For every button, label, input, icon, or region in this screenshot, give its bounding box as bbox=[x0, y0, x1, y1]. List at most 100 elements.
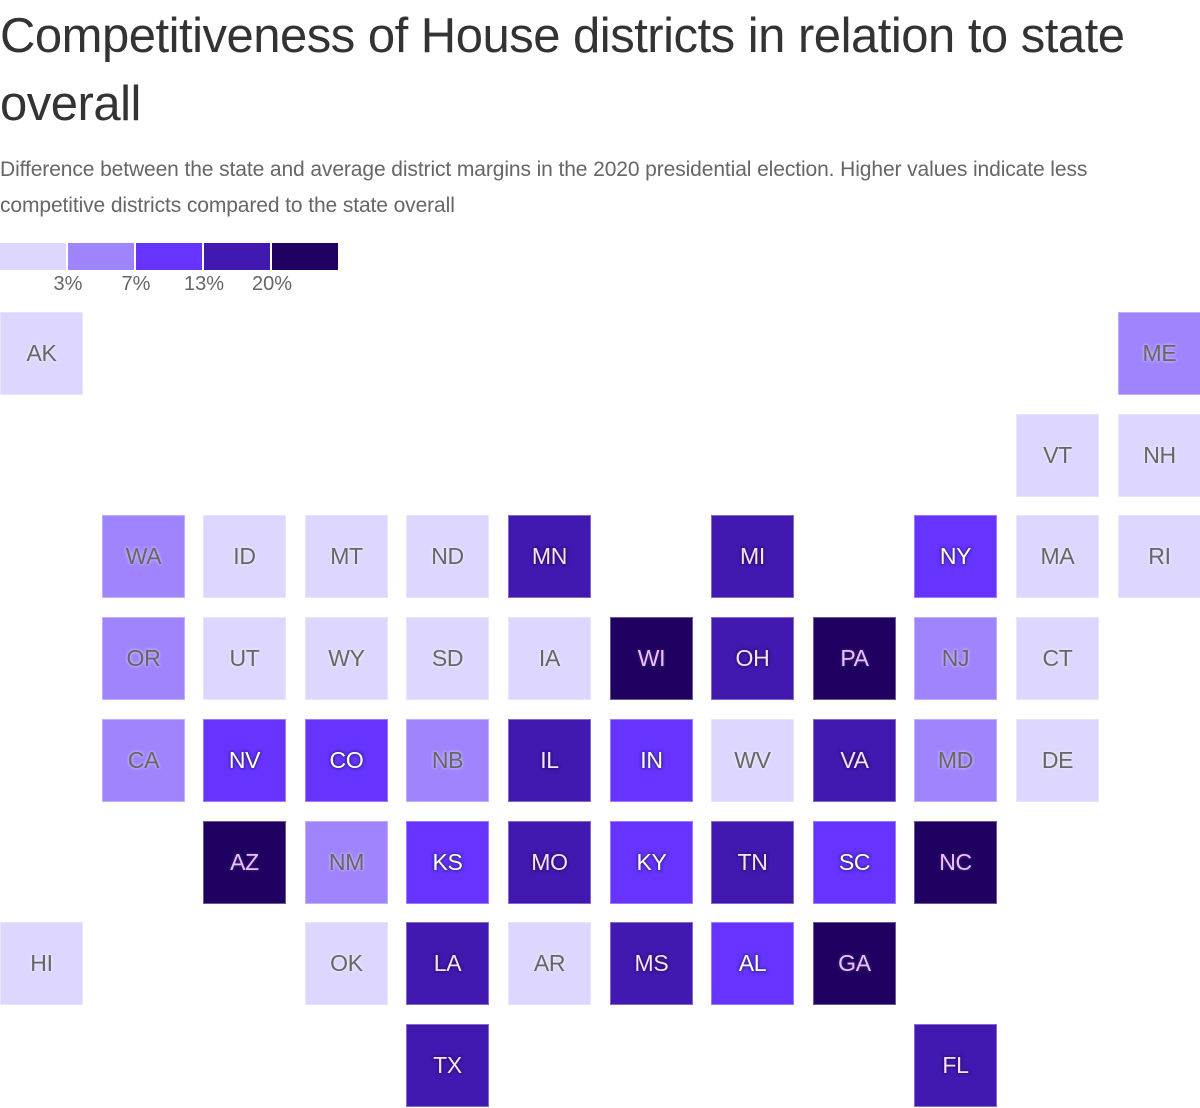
state-tile-label: ID bbox=[233, 543, 256, 569]
state-tile-label: NY bbox=[939, 543, 972, 569]
state-tile-label: OR bbox=[126, 645, 161, 671]
state-tile-az[interactable]: AZ bbox=[203, 821, 286, 904]
state-tile-label: ND bbox=[431, 543, 464, 569]
state-tile-nj[interactable]: NJ bbox=[914, 617, 997, 700]
state-tile-sc[interactable]: SC bbox=[813, 821, 896, 904]
state-tile-label: KS bbox=[432, 849, 463, 875]
state-tile-label: PA bbox=[840, 645, 869, 671]
chart-subtitle: Difference between the state and average… bbox=[0, 158, 1088, 217]
state-tile-label: HI bbox=[30, 950, 53, 976]
state-tile-label: CA bbox=[127, 747, 160, 773]
state-tile-mo[interactable]: MO bbox=[508, 821, 591, 904]
state-tile-label: IL bbox=[540, 747, 559, 773]
state-tile-label: NV bbox=[228, 747, 261, 773]
state-tile-label: AR bbox=[533, 950, 566, 976]
state-tile-mn[interactable]: MN bbox=[508, 515, 591, 598]
state-tile-va[interactable]: VA bbox=[813, 719, 896, 802]
state-tile-nm[interactable]: NM bbox=[305, 821, 388, 904]
state-tile-ky[interactable]: KY bbox=[610, 821, 693, 904]
state-tile-la[interactable]: LA bbox=[406, 922, 489, 1005]
legend-threshold-3: 3% bbox=[53, 273, 83, 295]
state-tile-in[interactable]: IN bbox=[610, 719, 693, 802]
state-tile-label: WY bbox=[328, 645, 365, 671]
state-tile-label: MI bbox=[740, 543, 765, 569]
state-tile-label: CO bbox=[329, 747, 364, 773]
state-tile-nd[interactable]: ND bbox=[406, 515, 489, 598]
state-tile-de[interactable]: DE bbox=[1016, 719, 1099, 802]
state-tile-or[interactable]: OR bbox=[102, 617, 185, 700]
state-tile-pa[interactable]: PA bbox=[813, 617, 896, 700]
state-tile-tn[interactable]: TN bbox=[711, 821, 794, 904]
state-tile-ma[interactable]: MA bbox=[1016, 515, 1099, 598]
state-tile-fl[interactable]: FL bbox=[914, 1024, 997, 1107]
state-tile-label: MT bbox=[330, 543, 363, 569]
state-tile-label: WA bbox=[125, 543, 162, 569]
state-tile-ga[interactable]: GA bbox=[813, 922, 896, 1005]
state-tile-label: AL bbox=[738, 950, 767, 976]
state-tile-ut[interactable]: UT bbox=[203, 617, 286, 700]
state-tile-tx[interactable]: TX bbox=[406, 1024, 489, 1107]
state-tile-hi[interactable]: HI bbox=[0, 922, 83, 1005]
state-tile-nh[interactable]: NH bbox=[1118, 414, 1200, 497]
state-tile-label: NB bbox=[431, 747, 464, 773]
state-tile-label: VA bbox=[840, 747, 869, 773]
state-tile-ks[interactable]: KS bbox=[406, 821, 489, 904]
state-tile-ar[interactable]: AR bbox=[508, 922, 591, 1005]
legend-swatches bbox=[0, 243, 338, 270]
state-tile-al[interactable]: AL bbox=[711, 922, 794, 1005]
state-tile-nb[interactable]: NB bbox=[406, 719, 489, 802]
state-tile-label: WI bbox=[637, 645, 666, 671]
state-tile-oh[interactable]: OH bbox=[711, 617, 794, 700]
state-tile-label: TX bbox=[433, 1052, 462, 1078]
state-tile-label: NC bbox=[939, 849, 972, 875]
state-tile-label: AZ bbox=[230, 849, 259, 875]
state-tile-label: FL bbox=[942, 1052, 969, 1078]
state-tile-label: AK bbox=[26, 340, 57, 366]
state-tile-label: OK bbox=[330, 950, 363, 976]
state-tile-label: MN bbox=[531, 543, 568, 569]
state-tile-label: ME bbox=[1142, 340, 1177, 366]
legend-swatch-bin-3 bbox=[204, 243, 270, 270]
state-tile-label: DE bbox=[1041, 747, 1074, 773]
state-tile-wi[interactable]: WI bbox=[610, 617, 693, 700]
state-tile-label: MO bbox=[531, 849, 568, 875]
state-tile-label: UT bbox=[229, 645, 260, 671]
state-tile-wv[interactable]: WV bbox=[711, 719, 794, 802]
state-tile-vt[interactable]: VT bbox=[1016, 414, 1099, 497]
state-tile-ca[interactable]: CA bbox=[102, 719, 185, 802]
state-tile-label: SD bbox=[431, 645, 464, 671]
state-tile-id[interactable]: ID bbox=[203, 515, 286, 598]
state-tile-md[interactable]: MD bbox=[914, 719, 997, 802]
state-tile-label: MA bbox=[1040, 543, 1075, 569]
state-tile-nv[interactable]: NV bbox=[203, 719, 286, 802]
state-tile-ri[interactable]: RI bbox=[1118, 515, 1200, 598]
state-tile-ct[interactable]: CT bbox=[1016, 617, 1099, 700]
state-tile-il[interactable]: IL bbox=[508, 719, 591, 802]
state-tile-label: NJ bbox=[941, 645, 970, 671]
legend-swatch-bin-4 bbox=[272, 243, 338, 270]
state-tile-ny[interactable]: NY bbox=[914, 515, 997, 598]
legend-threshold-labels: 3% 7% 13% 20% bbox=[0, 271, 340, 297]
legend-swatch-bin-0 bbox=[0, 243, 66, 270]
state-tile-sd[interactable]: SD bbox=[406, 617, 489, 700]
state-tile-me[interactable]: ME bbox=[1118, 312, 1200, 395]
state-tile-ak[interactable]: AK bbox=[0, 312, 83, 395]
state-tile-ia[interactable]: IA bbox=[508, 617, 591, 700]
state-tile-mt[interactable]: MT bbox=[305, 515, 388, 598]
state-tile-label: KY bbox=[636, 849, 667, 875]
state-tile-wy[interactable]: WY bbox=[305, 617, 388, 700]
state-tile-wa[interactable]: WA bbox=[102, 515, 185, 598]
state-tile-label: IN bbox=[640, 747, 663, 773]
state-tile-label: MD bbox=[937, 747, 974, 773]
state-tile-label: VT bbox=[1043, 442, 1072, 468]
state-tile-label: GA bbox=[838, 950, 871, 976]
legend-threshold-13: 13% bbox=[183, 273, 225, 295]
state-tile-label: IA bbox=[538, 645, 561, 671]
state-tile-nc[interactable]: NC bbox=[914, 821, 997, 904]
state-tile-label: NH bbox=[1143, 442, 1176, 468]
legend-threshold-7: 7% bbox=[121, 273, 151, 295]
state-tile-ok[interactable]: OK bbox=[305, 922, 388, 1005]
state-tile-ms[interactable]: MS bbox=[610, 922, 693, 1005]
state-tile-mi[interactable]: MI bbox=[711, 515, 794, 598]
state-tile-co[interactable]: CO bbox=[305, 719, 388, 802]
